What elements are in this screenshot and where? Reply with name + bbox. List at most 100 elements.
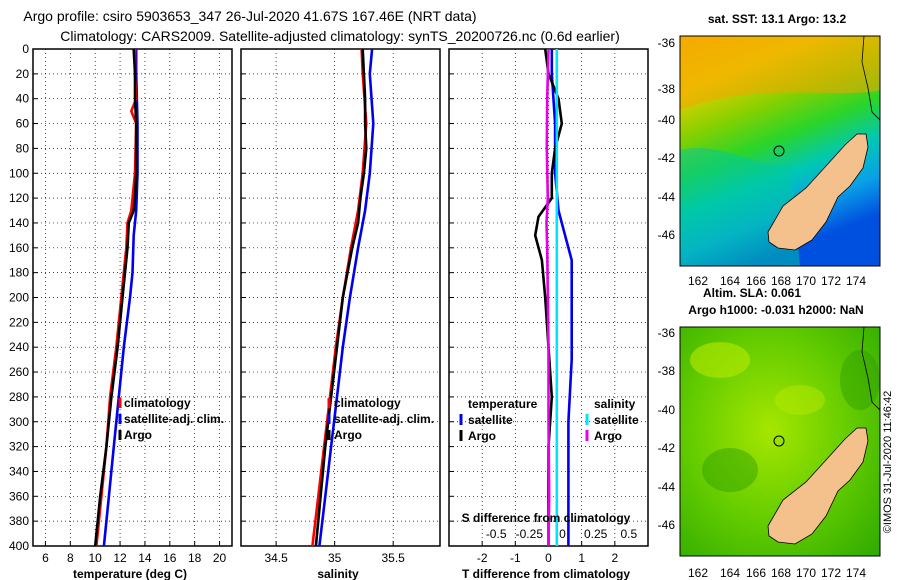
y-tick-label: 160 xyxy=(9,241,29,255)
x-tick-label: 12 xyxy=(113,551,127,565)
lon-tick: 162 xyxy=(688,566,708,580)
legend-title-temperature: temperature xyxy=(468,397,538,411)
lon-tick: 168 xyxy=(771,274,791,288)
lon-tick: 174 xyxy=(846,566,866,580)
x-tick-label: 14 xyxy=(138,551,152,565)
legend-label-t-satellite: satellite xyxy=(468,413,513,427)
salinity-xlabel: salinity xyxy=(317,567,359,580)
argo-float-marker xyxy=(773,145,785,157)
lon-tick: 162 xyxy=(688,274,708,288)
y-tick-label: 60 xyxy=(16,117,30,131)
lat-tick: -36 xyxy=(658,36,676,50)
sst-map-title: sat. SST: 13.1 Argo: 13.2 xyxy=(708,12,847,26)
sla-high-patch xyxy=(775,385,825,415)
salinity-plot: 34.5 35 35.5 xyxy=(241,48,440,565)
temperature-plot: 6 8 10 12 14 16 18 2002040608010012014016018020… xyxy=(9,42,232,565)
s-tick-label: 0 xyxy=(559,527,566,541)
lon-tick: 170 xyxy=(796,566,816,580)
sla-map-frame xyxy=(679,326,881,557)
lat-tick: -38 xyxy=(658,364,676,378)
lat-tick: -40 xyxy=(658,403,676,417)
sla-map-title-1: Altim. SLA: 0.061 xyxy=(703,286,801,300)
x-tick-label: 35.5 xyxy=(381,551,405,565)
difference-legend: temperature salinity satellite Argo sate… xyxy=(459,397,639,443)
sla-low-patch xyxy=(702,448,758,492)
lon-tick: 166 xyxy=(746,566,766,580)
temperature-legend: climatology satellite-adj. clim. Argo xyxy=(118,396,224,442)
y-tick-label: 340 xyxy=(9,464,29,478)
y-tick-label: 0 xyxy=(22,42,29,56)
sst-map-frame xyxy=(679,35,881,267)
series-argo xyxy=(93,48,138,547)
y-tick-label: 180 xyxy=(9,266,29,280)
lat-tick: -42 xyxy=(658,441,676,455)
temperature-panel xyxy=(32,48,233,547)
series-climatology xyxy=(311,48,368,547)
lat-tick: -46 xyxy=(658,518,676,532)
difference-plot: -2 -1 0 1 2-0.5 -0.25 0 0.25 0.5 xyxy=(449,48,648,565)
sst-lon-ticks: 162 164 166 168 170 172 174 xyxy=(688,274,866,288)
sla-map-title-2: Argo h1000: -0.031 h2000: NaN xyxy=(688,303,863,317)
legend-title-salinity: salinity xyxy=(594,397,636,411)
x-tick-label: 1 xyxy=(578,551,585,565)
south-island-land xyxy=(767,133,869,251)
lat-tick: -40 xyxy=(658,113,676,127)
series-t-argo xyxy=(533,48,564,546)
x-tick-label: -2 xyxy=(477,551,488,565)
y-tick-label: 220 xyxy=(9,315,29,329)
legend-label-argo: Argo xyxy=(334,428,362,442)
lat-tick: -38 xyxy=(658,82,676,96)
lat-tick: -42 xyxy=(658,151,676,165)
sla-high-patch xyxy=(690,342,750,378)
temperature-xlabel: temperature (deg C) xyxy=(73,567,187,580)
x-tick-label: 16 xyxy=(163,551,177,565)
x-tick-label: 8 xyxy=(67,551,74,565)
title-line-2: Climatology: CARS2009. Satellite-adjuste… xyxy=(60,28,620,44)
y-tick-label: 100 xyxy=(9,166,29,180)
lat-tick: -44 xyxy=(658,190,676,204)
lat-tick: -46 xyxy=(658,228,676,242)
x-tick-label: 6 xyxy=(42,551,49,565)
y-tick-label: 200 xyxy=(9,291,29,305)
legend-label-s-argo: Argo xyxy=(594,429,622,443)
x-tick-label: 0 xyxy=(545,551,552,565)
x-tick-label: 20 xyxy=(213,551,227,565)
lon-tick: 168 xyxy=(771,566,791,580)
y-tick-label: 20 xyxy=(16,67,30,81)
legend-label-satellite: satellite-adj. clim. xyxy=(124,412,224,426)
s-tick-label: 0.5 xyxy=(620,527,637,541)
legend-label-climatology: climatology xyxy=(124,396,191,410)
y-tick-label: 280 xyxy=(9,390,29,404)
lon-tick: 174 xyxy=(846,274,866,288)
s-tick-label: 0.25 xyxy=(584,527,608,541)
salinity-panel xyxy=(240,48,441,547)
legend-label-t-argo: Argo xyxy=(468,429,496,443)
x-tick-label: -1 xyxy=(510,551,521,565)
sst-map xyxy=(679,35,881,267)
argo-float-marker xyxy=(773,435,785,447)
legend-label-argo: Argo xyxy=(124,428,152,442)
s-tick-label: -0.5 xyxy=(486,527,507,541)
salinity-diff-label: S difference from climatology xyxy=(462,511,631,525)
title-line-1: Argo profile: csiro 5903653_347 26-Jul-2… xyxy=(23,8,476,24)
series-t-satellite xyxy=(550,49,574,546)
series-satellite-adj-clim- xyxy=(318,48,375,547)
series-s-argo xyxy=(545,48,551,547)
y-tick-label: 260 xyxy=(9,365,29,379)
x-tick-label: 34.5 xyxy=(264,551,288,565)
sla-lon-ticks: 162 164 166 168 170 172 174 xyxy=(688,566,866,580)
y-tick-label: 300 xyxy=(9,415,29,429)
imos-watermark: ©IMOS 31-Jul-2020 11:46:42 xyxy=(882,391,894,533)
salinity-legend: climatology satellite-adj. clim. Argo xyxy=(327,396,434,442)
lon-tick: 164 xyxy=(720,274,740,288)
sst-warm-patch xyxy=(680,36,880,110)
y-tick-label: 360 xyxy=(9,489,29,503)
lon-tick: 172 xyxy=(821,274,841,288)
y-tick-label: 400 xyxy=(9,539,29,553)
x-tick-label: 2 xyxy=(611,551,618,565)
y-tick-label: 320 xyxy=(9,440,29,454)
difference-xlabel: T difference from climatology xyxy=(462,567,630,580)
legend-label-s-satellite: satellite xyxy=(594,413,639,427)
y-tick-label: 240 xyxy=(9,340,29,354)
x-tick-label: 10 xyxy=(89,551,103,565)
